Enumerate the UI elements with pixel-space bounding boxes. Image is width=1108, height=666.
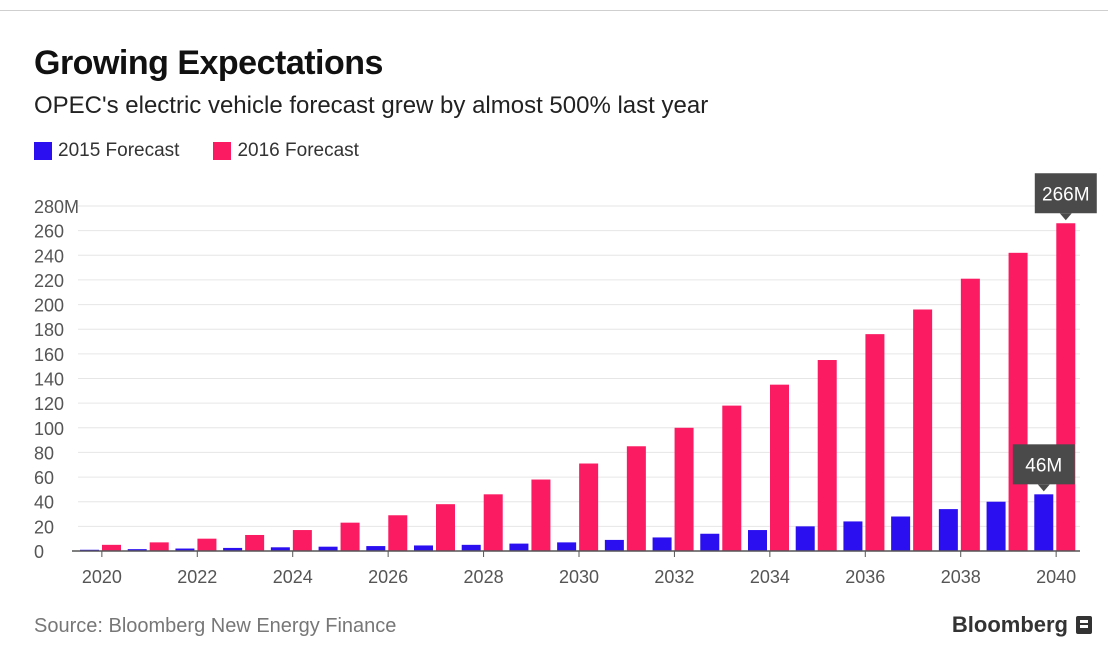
bar-2015-2026 bbox=[366, 546, 386, 551]
source-note: Source: Bloomberg New Energy Finance bbox=[34, 615, 397, 637]
x-tick-label: 2020 bbox=[82, 567, 122, 587]
bar-2016-2029 bbox=[531, 479, 551, 551]
x-tick-label: 2032 bbox=[654, 567, 694, 587]
y-tick-label: 220 bbox=[34, 271, 64, 291]
x-tick-label: 2026 bbox=[368, 567, 408, 587]
bar-2015-2030 bbox=[557, 542, 577, 551]
bar-2016-2031 bbox=[626, 446, 646, 551]
bar-2015-2035 bbox=[795, 526, 815, 551]
legend-swatch-2015 bbox=[34, 142, 52, 160]
bar-2015-2024 bbox=[270, 547, 290, 551]
legend-item-2016: 2016 Forecast bbox=[213, 140, 359, 162]
bar-2016-2035 bbox=[817, 360, 837, 551]
y-tick-label: 180 bbox=[34, 320, 64, 340]
bar-2015-2028 bbox=[461, 544, 481, 551]
bar-2015-2038 bbox=[938, 509, 958, 551]
callout-pointer bbox=[1059, 213, 1072, 221]
y-tick-label: 140 bbox=[34, 370, 64, 390]
bar-2016-2020 bbox=[102, 544, 121, 551]
brand-name: Bloomberg bbox=[951, 612, 1068, 637]
bar-2016-2027 bbox=[436, 504, 455, 551]
legend: 2015 Forecast 2016 Forecast bbox=[34, 140, 359, 162]
bar-2016-2030 bbox=[579, 463, 599, 551]
bar-2016-2033 bbox=[722, 405, 742, 551]
bar-2015-2025 bbox=[318, 546, 338, 551]
callout-pointer bbox=[1037, 484, 1050, 492]
bar-2016-2021 bbox=[149, 542, 169, 551]
top-rule bbox=[0, 10, 1108, 11]
callout-label: 266M bbox=[1042, 184, 1090, 205]
x-tick-label: 2040 bbox=[1036, 567, 1076, 587]
y-tick-label: 160 bbox=[34, 345, 64, 365]
x-tick-label: 2028 bbox=[464, 567, 504, 587]
y-tick-label: 100 bbox=[34, 419, 64, 439]
bar-2015-2034 bbox=[748, 530, 767, 551]
bar-2015-2040 bbox=[1034, 494, 1054, 551]
x-tick-label: 2038 bbox=[941, 567, 981, 587]
bar-2016-2023 bbox=[245, 534, 265, 551]
y-tick-label: 60 bbox=[34, 468, 54, 488]
bar-2015-2023 bbox=[223, 547, 243, 551]
bar-2016-2039 bbox=[1008, 252, 1028, 552]
y-tick-label: 0 bbox=[34, 542, 44, 562]
callout-label: 46M bbox=[1025, 455, 1062, 476]
bar-2015-2036 bbox=[843, 521, 863, 551]
bar-2016-2026 bbox=[388, 515, 408, 551]
bar-2016-2038 bbox=[960, 278, 980, 551]
bar-2015-2032 bbox=[652, 537, 672, 551]
bar-2015-2039 bbox=[986, 501, 1006, 551]
chart-title: Growing Expectations bbox=[34, 44, 383, 82]
brand-logo: Bloomberg bbox=[952, 612, 1092, 638]
bar-2015-2022 bbox=[175, 548, 195, 551]
y-tick-label: 200 bbox=[34, 296, 64, 316]
chart-subtitle: OPEC's electric vehicle forecast grew by… bbox=[34, 92, 709, 119]
x-tick-label: 2030 bbox=[559, 567, 599, 587]
y-tick-label: 120 bbox=[34, 394, 64, 414]
bar-2016-2028 bbox=[483, 494, 503, 551]
callout-box bbox=[1034, 173, 1097, 214]
legend-swatch-2016 bbox=[213, 142, 232, 160]
y-tick-label: 280M bbox=[34, 197, 79, 217]
bar-2016-2034 bbox=[770, 384, 789, 551]
bar-2016-2037 bbox=[913, 309, 933, 551]
x-tick-label: 2036 bbox=[845, 567, 885, 587]
legend-item-2015: 2015 Forecast bbox=[34, 140, 179, 162]
bar-2015-2027 bbox=[414, 545, 433, 551]
x-tick-label: 2034 bbox=[750, 567, 790, 587]
y-tick-label: 40 bbox=[34, 493, 54, 513]
bar-2016-2032 bbox=[674, 427, 694, 551]
bar-2016-2024 bbox=[292, 530, 312, 551]
y-tick-label: 80 bbox=[34, 443, 54, 463]
bar-2016-2025 bbox=[340, 522, 360, 551]
bar-2015-2033 bbox=[700, 533, 720, 551]
bar-2015-2037 bbox=[891, 516, 911, 551]
y-tick-label: 260 bbox=[34, 222, 64, 242]
legend-label-2016: 2016 Forecast bbox=[237, 140, 359, 161]
legend-label-2015: 2015 Forecast bbox=[58, 140, 180, 161]
bar-2015-2021 bbox=[127, 549, 147, 551]
bar-2016-2036 bbox=[865, 334, 885, 551]
x-tick-label: 2024 bbox=[273, 567, 313, 587]
y-tick-label: 20 bbox=[34, 517, 54, 537]
y-tick-label: 240 bbox=[34, 246, 64, 266]
bar-2015-2029 bbox=[509, 543, 529, 551]
bloomberg-terminal-icon bbox=[1076, 616, 1092, 634]
bar-2016-2040 bbox=[1056, 223, 1076, 551]
callout-box bbox=[1012, 444, 1075, 485]
bar-2016-2022 bbox=[197, 538, 217, 551]
bar-chart: 020406080100120140160180200220240260280M… bbox=[34, 173, 1097, 587]
x-tick-label: 2022 bbox=[177, 567, 217, 587]
bar-2015-2031 bbox=[604, 539, 624, 551]
